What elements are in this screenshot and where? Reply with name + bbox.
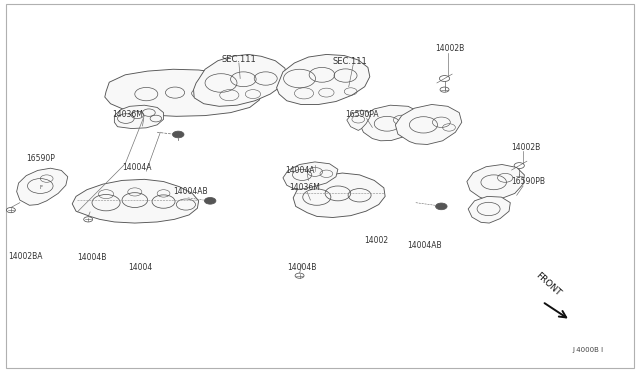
Polygon shape — [193, 54, 287, 106]
Polygon shape — [17, 168, 68, 205]
Text: 14004B: 14004B — [77, 253, 107, 262]
Polygon shape — [468, 196, 510, 223]
Polygon shape — [293, 173, 385, 218]
Polygon shape — [360, 105, 422, 141]
Text: FRONT: FRONT — [534, 271, 563, 298]
Polygon shape — [72, 179, 198, 223]
Text: 14036M: 14036M — [113, 109, 143, 119]
Polygon shape — [347, 110, 370, 131]
Polygon shape — [276, 54, 370, 105]
Text: 14036M: 14036M — [289, 183, 320, 192]
Text: 16590PA: 16590PA — [346, 109, 379, 119]
Text: 14002: 14002 — [365, 236, 389, 245]
Text: 14004A: 14004A — [285, 166, 315, 175]
Polygon shape — [396, 105, 462, 144]
Circle shape — [436, 203, 447, 210]
Text: 16590P: 16590P — [26, 154, 55, 163]
Text: 14004AB: 14004AB — [173, 187, 208, 196]
Text: 14004AB: 14004AB — [407, 241, 442, 250]
Circle shape — [204, 198, 216, 204]
Text: SEC.111: SEC.111 — [221, 55, 256, 64]
Polygon shape — [283, 162, 338, 190]
Polygon shape — [105, 69, 262, 116]
Text: F: F — [40, 185, 42, 190]
Circle shape — [173, 131, 184, 138]
Text: J 4000B I: J 4000B I — [573, 347, 604, 353]
Polygon shape — [115, 105, 164, 129]
Polygon shape — [467, 164, 524, 200]
Text: 14004: 14004 — [129, 263, 153, 272]
Text: 14002BA: 14002BA — [8, 252, 43, 261]
Text: 16590PB: 16590PB — [511, 177, 545, 186]
Text: 14002B: 14002B — [511, 143, 541, 152]
Text: 14002B: 14002B — [435, 44, 464, 53]
Text: 14004B: 14004B — [287, 263, 316, 272]
Text: 14004A: 14004A — [122, 163, 152, 172]
Text: SEC.111: SEC.111 — [333, 57, 367, 65]
